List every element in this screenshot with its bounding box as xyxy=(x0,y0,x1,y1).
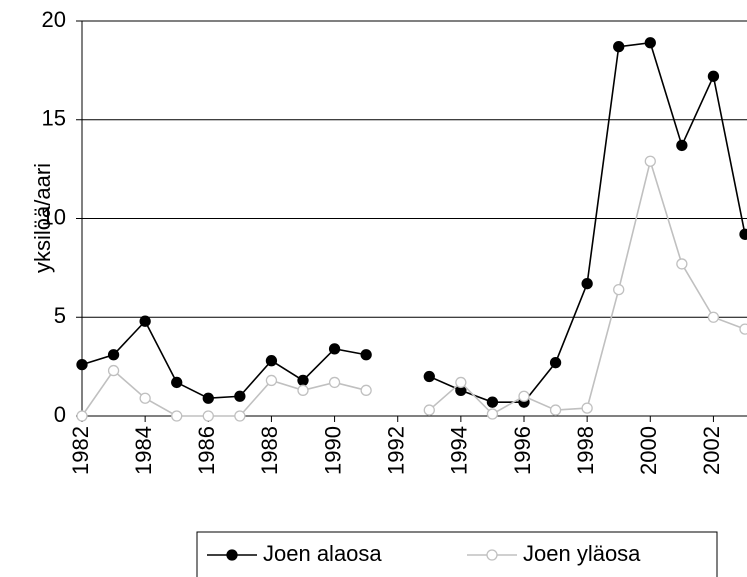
point xyxy=(171,376,183,389)
y-tick-label: 20 xyxy=(42,7,66,32)
point xyxy=(613,41,625,53)
point xyxy=(202,392,214,404)
point xyxy=(297,374,309,387)
point xyxy=(328,376,341,389)
x-tick-label: 1996 xyxy=(510,426,535,475)
point xyxy=(107,349,120,361)
y-tick-label: 0 xyxy=(54,402,66,427)
point xyxy=(739,323,747,335)
point xyxy=(455,376,467,389)
legend-box xyxy=(196,531,718,577)
point xyxy=(139,392,151,404)
x-tick-label: 1990 xyxy=(320,426,345,475)
point xyxy=(676,258,688,270)
x-tick-label: 1994 xyxy=(447,426,472,475)
point xyxy=(549,357,562,369)
y-axis-label: yksilöä/aari xyxy=(30,163,55,273)
point xyxy=(297,384,309,396)
point xyxy=(234,410,246,422)
point xyxy=(360,384,372,396)
x-tick-label: 2000 xyxy=(636,426,661,475)
point xyxy=(360,349,372,361)
x-tick-label: 1998 xyxy=(573,426,598,475)
point xyxy=(549,404,562,416)
point xyxy=(139,315,151,327)
point xyxy=(644,37,656,49)
point xyxy=(328,343,341,355)
series-line xyxy=(81,158,746,417)
point xyxy=(265,374,278,387)
y-tick-label: 15 xyxy=(42,106,66,131)
point xyxy=(107,364,120,377)
point xyxy=(518,390,530,402)
point xyxy=(644,155,656,167)
x-tick-label: 1988 xyxy=(257,426,282,475)
point xyxy=(707,70,720,82)
legend-label: Joen yläosa xyxy=(523,541,641,566)
y-tick-label: 10 xyxy=(42,204,66,229)
point xyxy=(76,358,88,371)
point xyxy=(581,278,593,290)
point xyxy=(581,402,593,414)
series-line xyxy=(81,41,746,403)
point xyxy=(423,370,435,383)
point xyxy=(486,408,499,420)
legend-marker xyxy=(486,549,498,561)
x-tick-label: 1992 xyxy=(384,426,409,475)
point xyxy=(76,410,88,422)
legend-marker xyxy=(226,549,238,561)
legend-label: Joen alaosa xyxy=(263,541,382,566)
point xyxy=(707,311,720,323)
x-tick-label: 1982 xyxy=(68,426,93,475)
point xyxy=(676,139,688,152)
point xyxy=(202,410,214,422)
x-tick-label: 1986 xyxy=(194,426,219,475)
point xyxy=(234,390,246,402)
x-tick-label: 1984 xyxy=(131,426,156,475)
point xyxy=(486,396,499,408)
point xyxy=(171,410,183,422)
point xyxy=(739,228,747,240)
x-tick-label: 2002 xyxy=(699,426,724,475)
point xyxy=(423,404,435,416)
point xyxy=(265,355,278,367)
point xyxy=(613,283,625,296)
y-tick-label: 5 xyxy=(54,303,66,328)
